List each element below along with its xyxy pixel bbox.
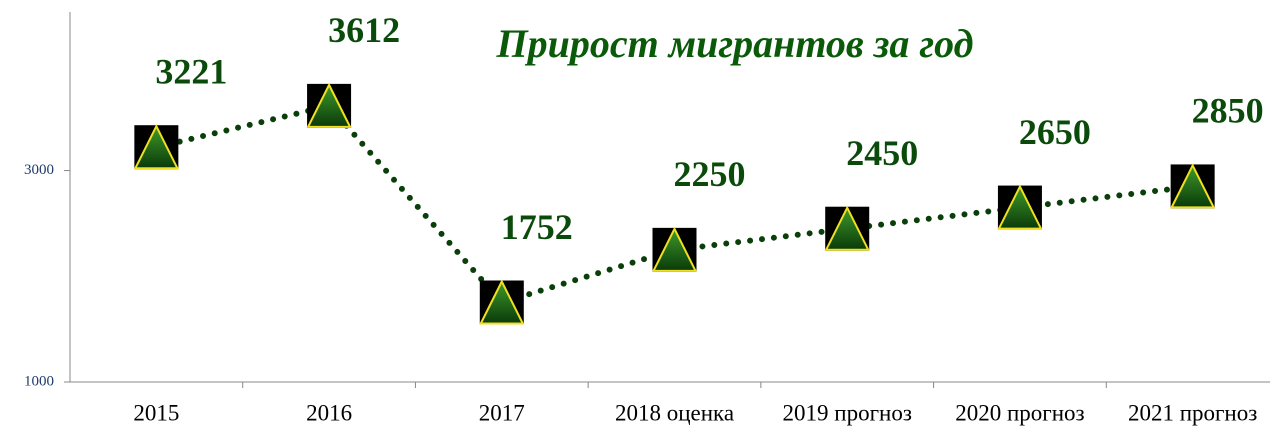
x-tick-label: 2017: [479, 400, 525, 425]
x-tick-label: 2016: [306, 400, 352, 425]
marker-triangle: [997, 184, 1043, 230]
y-tick-label: 1000: [24, 373, 54, 389]
data-label: 2850: [1192, 91, 1264, 131]
x-tick-label: 2019 прогноз: [783, 400, 912, 425]
x-tick-label: 2018 оценка: [615, 400, 734, 425]
x-tick-label: 2021 прогноз: [1128, 400, 1257, 425]
marker-triangle: [133, 123, 179, 170]
y-tick-label: 3000: [24, 162, 54, 178]
chart-title: Прирост мигрантов за год: [496, 21, 974, 66]
marker-triangle: [1170, 163, 1216, 209]
data-label: 3221: [155, 51, 227, 91]
x-tick-label: 2020 прогноз: [955, 400, 1084, 425]
marker-triangle: [306, 82, 352, 128]
data-label: 2450: [846, 133, 918, 173]
marker-triangle: [651, 226, 698, 272]
data-label: 3612: [328, 10, 400, 50]
marker-triangle: [824, 205, 870, 251]
data-label: 2650: [1019, 112, 1091, 152]
data-label: 1752: [501, 207, 573, 247]
x-tick-label: 2015: [133, 400, 179, 425]
data-label: 2250: [674, 154, 746, 194]
marker-triangle: [479, 279, 525, 325]
